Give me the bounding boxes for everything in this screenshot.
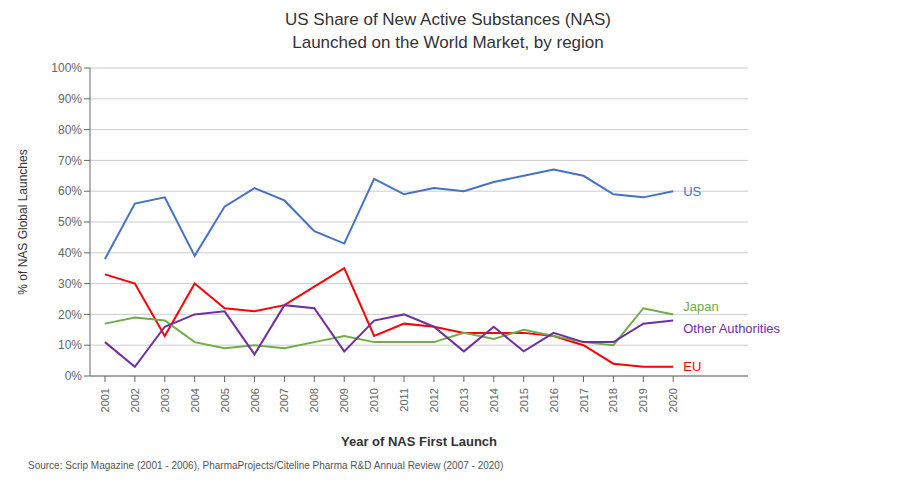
svg-text:Other Authorities: Other Authorities bbox=[683, 321, 780, 336]
svg-text:2008: 2008 bbox=[308, 388, 320, 412]
svg-text:% of NAS Global Launches: % of NAS Global Launches bbox=[16, 149, 30, 294]
svg-text:2006: 2006 bbox=[249, 388, 261, 412]
svg-text:2018: 2018 bbox=[607, 388, 619, 412]
svg-text:60%: 60% bbox=[58, 184, 82, 198]
svg-text:50%: 50% bbox=[58, 215, 82, 229]
svg-text:2004: 2004 bbox=[189, 388, 201, 412]
svg-text:80%: 80% bbox=[58, 123, 82, 137]
svg-text:2014: 2014 bbox=[488, 388, 500, 412]
svg-text:2005: 2005 bbox=[219, 388, 231, 412]
svg-text:2009: 2009 bbox=[338, 388, 350, 412]
svg-text:10%: 10% bbox=[58, 338, 82, 352]
svg-text:2016: 2016 bbox=[548, 388, 560, 412]
svg-text:2020: 2020 bbox=[667, 388, 679, 412]
svg-text:90%: 90% bbox=[58, 92, 82, 106]
svg-text:Japan: Japan bbox=[683, 299, 718, 314]
svg-text:2011: 2011 bbox=[398, 388, 410, 412]
html-text:US Share of New Active Substan: US Share of New Active Substances (NAS) bbox=[285, 10, 611, 29]
svg-text:40%: 40% bbox=[58, 246, 82, 260]
svg-text:2017: 2017 bbox=[578, 388, 590, 412]
svg-text:2012: 2012 bbox=[428, 388, 440, 412]
svg-text:2010: 2010 bbox=[368, 388, 380, 412]
html-text:Source: Scrip Magazine (2001 -: Source: Scrip Magazine (2001 - 2006), Ph… bbox=[28, 460, 504, 471]
svg-text:2007: 2007 bbox=[278, 388, 290, 412]
html-text:Launched on the World Market,: Launched on the World Market, by region bbox=[292, 33, 604, 52]
svg-text:100%: 100% bbox=[51, 61, 82, 75]
svg-text:2002: 2002 bbox=[129, 388, 141, 412]
svg-text:70%: 70% bbox=[58, 154, 82, 168]
svg-text:EU: EU bbox=[683, 359, 701, 374]
svg-text:2003: 2003 bbox=[159, 388, 171, 412]
svg-text:2013: 2013 bbox=[458, 388, 470, 412]
svg-text:0%: 0% bbox=[65, 369, 83, 383]
svg-text:20%: 20% bbox=[58, 308, 82, 322]
svg-text:Year of NAS First Launch: Year of NAS First Launch bbox=[341, 434, 497, 449]
svg-text:US: US bbox=[683, 184, 701, 199]
svg-text:2015: 2015 bbox=[518, 388, 530, 412]
svg-text:30%: 30% bbox=[58, 277, 82, 291]
svg-text:2001: 2001 bbox=[99, 388, 111, 412]
svg-text:2019: 2019 bbox=[637, 388, 649, 412]
